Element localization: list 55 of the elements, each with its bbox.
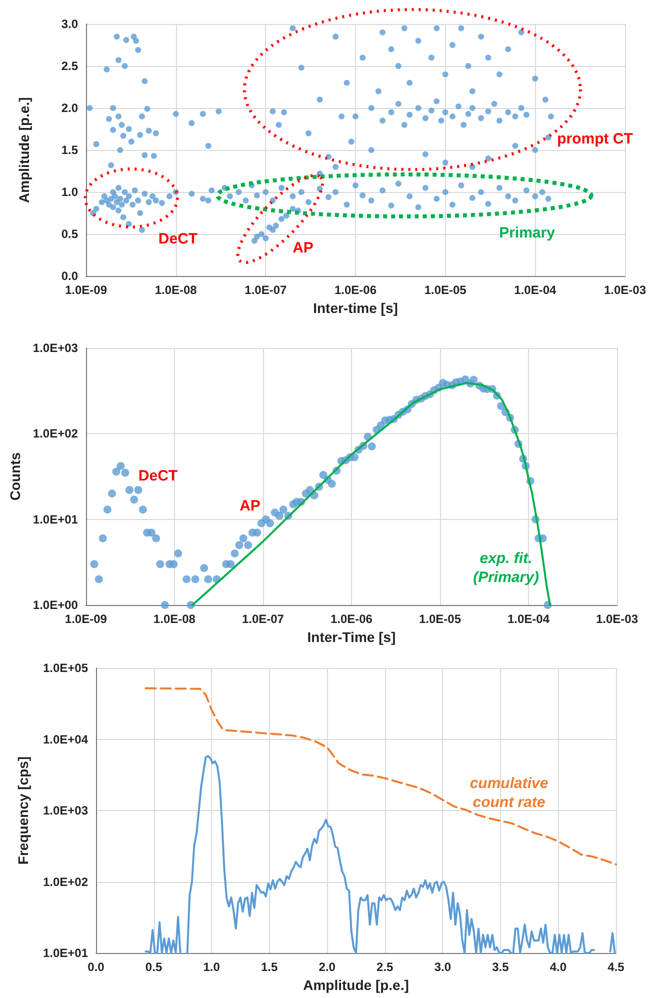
x-tick-label: 1.0E-08 xyxy=(154,283,198,298)
x-axis-title: Inter-Time [s] xyxy=(307,628,396,645)
y-axis-title: Frequency [cps] xyxy=(15,756,31,865)
x-tick-label: 1.0E-03 xyxy=(596,612,638,626)
x-tick-label: 0.5 xyxy=(145,960,162,974)
x-tick-label: 1.0E-04 xyxy=(514,283,557,298)
y-tick-label: 2.5 xyxy=(61,59,78,74)
y-tick-label: 0.5 xyxy=(61,227,78,242)
annotation: exp. fit. (Primary) xyxy=(473,550,539,586)
x-axis-title: Amplitude [p.e.] xyxy=(303,976,409,993)
x-tick-label: 1.0E-07 xyxy=(242,612,284,626)
y-tick-label: 3.0 xyxy=(61,17,78,31)
annotation: DeCT xyxy=(138,468,178,484)
y-tick-label: 1.0E+02 xyxy=(42,874,88,889)
y-tick-label: 1.0E+01 xyxy=(32,512,78,526)
y-tick-label: 1.0 xyxy=(61,185,78,200)
annotation: AP xyxy=(292,240,314,256)
x-tick-label: 1.0E-09 xyxy=(64,612,108,626)
x-tick-label: 1.0E-03 xyxy=(604,283,646,298)
annotation: AP xyxy=(240,498,260,514)
annotation: Primary xyxy=(499,224,556,242)
y-tick-label: 1.5 xyxy=(61,143,78,158)
y-tick-label: 1.0E+01 xyxy=(42,946,88,960)
x-tick-label: 1.5 xyxy=(260,960,278,974)
y-axis-title: Counts xyxy=(7,452,23,501)
x-tick-label: 3.5 xyxy=(492,960,510,974)
y-tick-label: 1.0E+05 xyxy=(42,661,88,675)
y-tick-label: 1.0E+02 xyxy=(32,426,78,441)
y-tick-label: 1.0E+00 xyxy=(32,598,78,612)
x-tick-label: 1.0 xyxy=(203,960,220,974)
x-tick-label: 1.0E-05 xyxy=(424,283,467,298)
x-tick-label: 0.0 xyxy=(88,960,105,974)
y-tick-label: 1.0E+03 xyxy=(32,341,78,355)
annotation: prompt CT xyxy=(557,130,633,148)
x-tick-label: 4.5 xyxy=(608,960,625,974)
x-tick-label: 1.0E-09 xyxy=(64,283,108,298)
x-tick-label: 1.0E-06 xyxy=(330,612,373,626)
x-axis-title: Inter-time [s] xyxy=(313,300,398,316)
x-tick-label: 3.0 xyxy=(434,960,452,974)
annotation: DeCT xyxy=(158,230,198,248)
x-tick-label: 1.0E-05 xyxy=(418,612,462,626)
x-tick-label: 1.0E-07 xyxy=(244,283,288,298)
x-tick-label: 1.0E-08 xyxy=(153,612,196,626)
y-tick-label: 1.0E+03 xyxy=(42,804,88,818)
annotation: cumulative count rate xyxy=(470,775,548,811)
x-tick-label: 1.0E-04 xyxy=(507,612,550,626)
y-tick-label: 0.0 xyxy=(61,269,78,284)
x-tick-label: 2.5 xyxy=(376,960,394,974)
y-tick-label: 1.0E+04 xyxy=(42,732,88,746)
x-tick-label: 1.0E-06 xyxy=(334,283,377,298)
y-axis-title: Amplitude [p.e.] xyxy=(16,97,32,203)
x-tick-label: 2.0 xyxy=(318,960,336,974)
y-tick-label: 2.0 xyxy=(61,101,78,116)
line-series xyxy=(144,687,617,866)
x-tick-label: 4.0 xyxy=(550,960,567,974)
